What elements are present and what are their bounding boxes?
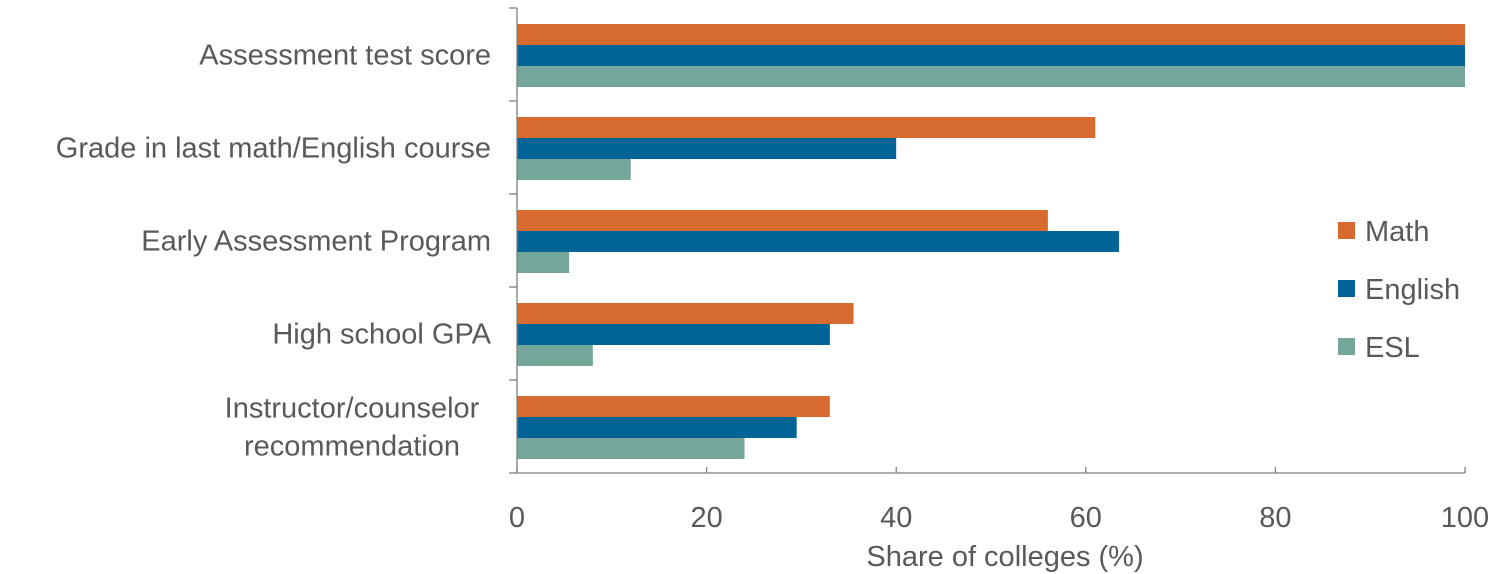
- bar-english-0: [517, 45, 1465, 66]
- legend-swatch-esl: [1338, 338, 1355, 355]
- bar-math-0: [517, 24, 1465, 45]
- bar-esl-2: [517, 252, 570, 273]
- legend-label-esl: ESL: [1365, 332, 1420, 364]
- bar-math-1: [517, 117, 1096, 138]
- category-label: Assessment test score: [199, 40, 491, 72]
- legend-label-math: Math: [1365, 216, 1429, 248]
- x-axis-ticks: 0 20 40 60 80 100: [509, 467, 1489, 534]
- legend-swatch-math: [1338, 222, 1355, 239]
- bar-english-1: [517, 138, 897, 159]
- x-tick-label: 60: [1070, 502, 1102, 534]
- bars-layer: [517, 24, 1465, 459]
- legend: Math English ESL: [1338, 216, 1460, 364]
- x-tick-label: 100: [1441, 502, 1489, 534]
- legend-swatch-english: [1338, 280, 1355, 297]
- bar-esl-0: [517, 66, 1465, 87]
- x-tick-label: 80: [1259, 502, 1291, 534]
- category-label: Early Assessment Program: [141, 226, 491, 258]
- category-label: Instructor/counselor: [225, 393, 480, 425]
- bar-english-3: [517, 324, 830, 345]
- x-tick-label: 40: [880, 502, 912, 534]
- category-label: recommendation: [244, 431, 460, 463]
- bar-math-2: [517, 210, 1048, 231]
- category-label: High school GPA: [272, 319, 491, 351]
- bar-esl-3: [517, 345, 593, 366]
- x-tick-label: 0: [509, 502, 525, 534]
- legend-label-english: English: [1365, 274, 1460, 306]
- y-axis-ticks: [509, 7, 517, 474]
- bar-math-4: [517, 396, 830, 417]
- x-tick-label: 20: [690, 502, 722, 534]
- bar-math-3: [517, 303, 854, 324]
- x-axis-title: Share of colleges (%): [866, 541, 1143, 573]
- category-labels: Assessment test score Grade in last math/…: [56, 40, 492, 463]
- bar-english-4: [517, 417, 797, 438]
- bar-esl-4: [517, 438, 745, 459]
- category-label: Grade in last math/English course: [56, 133, 491, 165]
- bar-esl-1: [517, 159, 631, 180]
- bar-english-2: [517, 231, 1119, 252]
